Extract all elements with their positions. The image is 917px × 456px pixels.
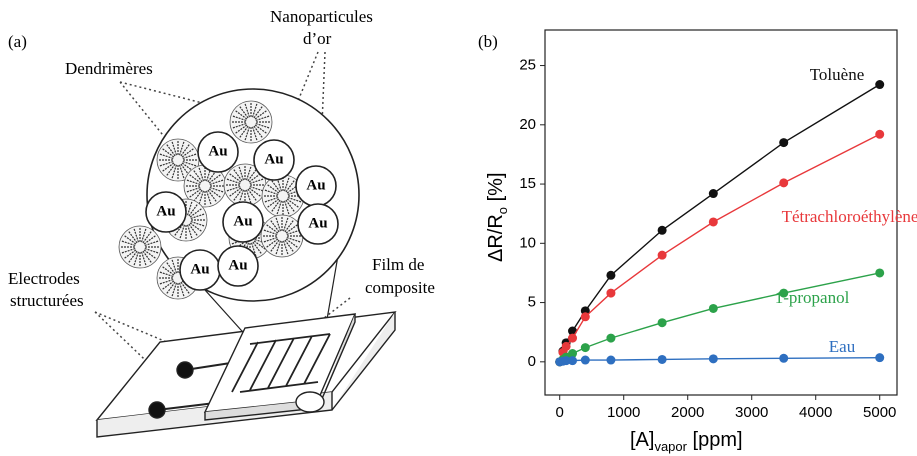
data-point — [779, 138, 789, 148]
y-tick-label: 10 — [519, 234, 536, 251]
nanoparticle — [222, 201, 264, 243]
device — [95, 311, 397, 438]
dendrimer-body — [229, 100, 273, 144]
dendrimer — [118, 225, 162, 269]
x-tick-label: 2000 — [671, 404, 704, 421]
dendrimer — [260, 214, 304, 258]
dendrimer-arms — [225, 165, 265, 205]
dendrimer-arms — [158, 140, 198, 180]
x-tick-label: 3000 — [735, 404, 768, 421]
label: composite — [365, 278, 435, 297]
nanoparticle-label: Au — [190, 261, 209, 277]
nanoparticle-label: Au — [264, 151, 283, 167]
data-point — [580, 312, 590, 322]
nanoparticle-label: Au — [156, 203, 175, 219]
nanoparticle — [297, 203, 339, 245]
dendrimer-arms — [263, 176, 303, 216]
data-point — [657, 318, 667, 328]
x-axis-label: [A]vapor [ppm] — [630, 429, 743, 454]
data-point — [708, 354, 718, 364]
y-axis-label: ΔR/Ro [%] — [485, 173, 510, 263]
dendrimer-body — [118, 225, 162, 269]
label: Nanoparticules — [270, 7, 373, 26]
dendrimer-arms — [262, 216, 302, 256]
nanoparticle-label: Au — [306, 177, 325, 193]
series-label: 1-propanol — [775, 288, 850, 307]
data-point — [708, 217, 718, 227]
data-point — [875, 353, 885, 363]
data-point — [606, 355, 616, 365]
data-point — [779, 178, 789, 188]
data-point — [568, 333, 578, 343]
y-tick-label: 15 — [519, 175, 536, 192]
dendrimer-arms — [231, 102, 271, 142]
series-line — [559, 133, 881, 363]
data-point — [561, 341, 571, 351]
data-point — [580, 355, 590, 365]
dendrimer — [183, 164, 227, 208]
series-label: Eau — [829, 337, 856, 356]
y-axis-label-part: [%] — [485, 173, 507, 207]
data-point — [606, 333, 616, 343]
series-label: Toluène — [810, 65, 865, 84]
label: d’or — [303, 29, 332, 48]
nanoparticle-label: Au — [308, 215, 327, 231]
y-axis-label-part: o — [495, 207, 510, 214]
y-axis-label-part: ΔR/R — [485, 214, 507, 262]
data-point — [657, 250, 667, 260]
x-tick-label: 1000 — [607, 404, 640, 421]
data-point — [606, 288, 616, 298]
panel-label: (a) — [8, 32, 27, 51]
data-point — [568, 356, 578, 366]
data-point — [657, 225, 667, 235]
data-point — [875, 80, 885, 90]
nanoparticle — [253, 139, 295, 181]
data-point — [606, 270, 616, 280]
y-tick-label: 25 — [519, 57, 536, 74]
data-point — [875, 268, 885, 278]
data-point — [875, 129, 885, 139]
label: Film de — [372, 255, 424, 274]
x-tick-label: 4000 — [799, 404, 832, 421]
label: structurées — [10, 291, 84, 310]
plot-frame — [544, 29, 898, 396]
y-tick-label: 0 — [528, 353, 536, 370]
label: Electrodes — [8, 269, 80, 288]
x-axis-label-part: vapor — [654, 439, 687, 454]
x-tick-label: 0 — [556, 404, 564, 421]
data-point — [568, 349, 578, 359]
data-point — [779, 353, 789, 363]
dendrimer-arms — [185, 166, 225, 206]
nanoparticle — [217, 245, 259, 287]
nanoparticle-label: Au — [228, 257, 247, 273]
nanoparticles: Au Au Au Au Au Au Au Au — [145, 131, 339, 291]
x-axis-label-part: [A] — [630, 429, 654, 451]
nanoparticle — [145, 191, 187, 233]
x-axis-label-part: [ppm] — [687, 429, 743, 451]
y-tick-label: 5 — [528, 294, 536, 311]
x-tick-label: 5000 — [863, 404, 896, 421]
data-point — [561, 356, 571, 366]
data-point — [657, 354, 667, 364]
y-tick-label: 20 — [519, 116, 536, 133]
dendrimer — [229, 100, 273, 144]
data-point — [779, 288, 789, 298]
panel-label: (b) — [478, 32, 498, 51]
nanoparticle — [197, 131, 239, 173]
data-point — [708, 303, 718, 313]
dendrimer-arms — [120, 227, 160, 267]
series-label: Tétrachloroéthylène — [782, 207, 917, 226]
nanoparticle-label: Au — [208, 143, 227, 159]
data-point — [580, 343, 590, 353]
nanoparticle-label: Au — [233, 213, 252, 229]
data-point — [708, 189, 718, 199]
chart: (b) 0 5 10 15 20 25 0 1000 2000 3000 4000 5000 [A]va… — [478, 29, 917, 454]
diagram: (a) Nanoparticules d’or Dendrimères Elec… — [8, 7, 435, 438]
label: Dendrimères — [65, 59, 153, 78]
